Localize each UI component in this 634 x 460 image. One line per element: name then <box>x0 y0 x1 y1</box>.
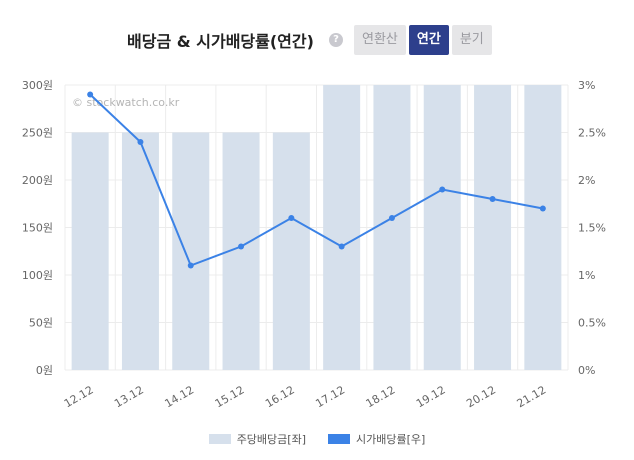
y-left-tick-label: 250원 <box>22 127 53 140</box>
y-right-tick-label: 2.5% <box>578 127 606 140</box>
y-right-tick-label: 1% <box>578 269 595 282</box>
x-tick-label: 17.12 <box>313 383 347 410</box>
y-right-tick-label: 1.5% <box>578 222 606 235</box>
bar <box>272 132 310 370</box>
y-left-tick-label: 50원 <box>29 317 53 330</box>
legend-swatch-bar <box>208 434 231 444</box>
y-right-tick-label: 2% <box>578 174 595 187</box>
tab-annualized[interactable]: 연환산 <box>354 25 406 55</box>
yield-point <box>137 139 144 145</box>
x-tick-label: 14.12 <box>162 383 196 410</box>
yield-point <box>439 186 446 193</box>
tab-annual[interactable]: 연간 <box>408 25 449 55</box>
x-tick-label: 15.12 <box>213 383 247 410</box>
y-right-tick-label: 3% <box>578 79 595 92</box>
bar <box>71 132 109 370</box>
y-left-tick-label: 150원 <box>22 222 53 235</box>
yield-point <box>187 262 194 269</box>
yield-point <box>489 196 496 202</box>
x-tick-label: 12.12 <box>62 383 96 410</box>
yield-point <box>288 215 295 221</box>
x-tick-label: 21.12 <box>515 383 549 410</box>
bar <box>373 85 411 370</box>
bar <box>524 85 562 370</box>
bar <box>474 85 512 370</box>
legend-item-dividend[interactable]: 주당배당금[좌] <box>208 431 306 447</box>
bar <box>323 85 361 370</box>
legend-swatch-line <box>328 434 350 444</box>
yield-point <box>238 243 245 250</box>
legend-label-dividend: 주당배당금[좌] <box>236 433 306 446</box>
x-tick-label: 18.12 <box>364 383 398 410</box>
x-tick-label: 20.12 <box>464 383 498 410</box>
y-left-tick-label: 100원 <box>22 269 53 282</box>
legend-item-yield[interactable]: 시가배당률[우] <box>328 431 425 447</box>
y-left-tick-label: 0원 <box>36 364 53 377</box>
y-right-tick-label: 0% <box>578 364 595 377</box>
y-left-tick-label: 200원 <box>22 174 53 187</box>
yield-point <box>388 215 395 221</box>
y-left-tick-label: 300원 <box>22 79 53 92</box>
yield-line <box>89 93 544 267</box>
yield-point <box>338 243 345 250</box>
dividend-chart: 0원 0% 50원 0.5% 100원 1% 150원 1.5% 200원 2% 250원 2.5% 3… <box>22 79 606 410</box>
period-tabs: 연환산 연간 분기 <box>354 25 492 55</box>
bar <box>121 132 159 370</box>
yield-point <box>87 91 94 98</box>
yield-point <box>539 205 546 212</box>
help-icon[interactable]: ? <box>329 33 343 47</box>
legend-label-yield: 시가배당률[우] <box>356 433 426 446</box>
x-tick-label: 19.12 <box>414 383 448 410</box>
x-tick-label: 13.12 <box>112 383 146 410</box>
chart-header: 배당금 & 시가배당률(연간) ? 연환산 연간 분기 <box>0 24 634 58</box>
chart-title: 배당금 & 시가배당률(연간) <box>127 32 314 51</box>
bar <box>172 132 210 370</box>
x-tick-label: 16.12 <box>263 383 297 410</box>
bar <box>423 85 461 370</box>
chart-legend: 주당배당금[좌] 시가배당률[우] <box>0 431 634 447</box>
y-right-tick-label: 0.5% <box>578 317 606 330</box>
watermark: © stockwatch.co.kr <box>72 96 180 109</box>
tab-quarterly[interactable]: 분기 <box>451 25 492 55</box>
